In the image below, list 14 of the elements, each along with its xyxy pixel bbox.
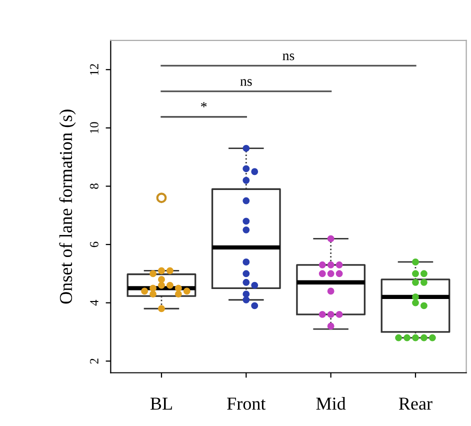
x-tick-label: BL xyxy=(150,398,172,410)
annotation: * xyxy=(201,102,207,108)
y-tick-label: 8 xyxy=(90,184,98,189)
y-tick-label: 12 xyxy=(90,64,98,75)
y-tick-label: 4 xyxy=(90,300,98,306)
x-tick-label: Front xyxy=(227,398,266,410)
annotation: ns xyxy=(282,54,294,60)
x-tick-label: Mid xyxy=(316,397,346,410)
y-tick-label: 6 xyxy=(90,242,98,248)
y-tick-label: 10 xyxy=(90,122,98,134)
y-axis-title: Onset of lane formation (s) xyxy=(59,110,76,304)
annotation: ns xyxy=(240,79,252,86)
y-tick-label: 2 xyxy=(90,358,98,364)
x-tick-label: Rear xyxy=(398,398,432,410)
